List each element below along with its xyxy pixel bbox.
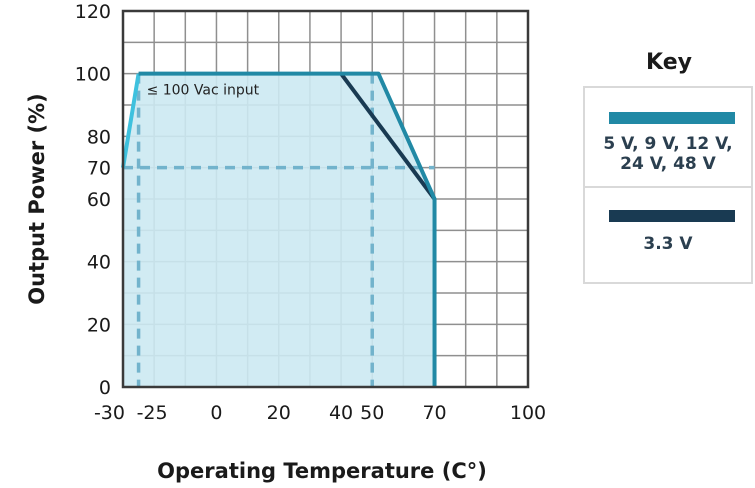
legend-label-main: 5 V, 9 V, 12 V, 24 V, 48 V: [603, 134, 733, 174]
key-title: Key: [646, 50, 692, 75]
series-line-main: [138, 71, 437, 387]
series-line-3v3: [339, 72, 437, 201]
y-tick-label: 0: [99, 377, 111, 399]
x-axis-title: Operating Temperature (C°): [157, 459, 487, 483]
legend-swatch-main: [609, 112, 735, 124]
x-tick-label: -25: [137, 402, 168, 424]
plot-frame: [121, 9, 530, 389]
reference-lines: [123, 73, 435, 387]
y-tick-label: 60: [87, 189, 111, 211]
legend-divider: [585, 186, 751, 188]
operating-area-fill: [123, 73, 435, 388]
x-tick-label: 50: [360, 402, 384, 424]
x-tick-label: 40: [329, 402, 353, 424]
y-tick-label: 120: [75, 1, 111, 23]
x-tick-label: 100: [510, 402, 546, 424]
legend: 5 V, 9 V, 12 V, 24 V, 48 V 3.3 V: [583, 86, 753, 284]
plot-border: [121, 9, 530, 389]
x-tick-label: 70: [422, 402, 446, 424]
y-tick-label: 20: [87, 314, 111, 336]
operating-area: [123, 73, 435, 388]
y-tick-label: 80: [87, 126, 111, 148]
y-axis-title: Output Power (%): [25, 93, 49, 305]
series-line-100vac: [121, 73, 141, 168]
y-tick-label: 40: [87, 252, 111, 274]
x-tick-label: 20: [267, 402, 291, 424]
annotation-100vac: ≤ 100 Vac input: [147, 82, 260, 98]
x-tick-labels: -30 -25 0 20 40 50 70 100: [94, 402, 546, 424]
legend-swatch-3v3: [609, 210, 735, 222]
x-tick-label: -30: [94, 402, 125, 424]
y-tick-label: 70: [87, 158, 111, 180]
y-tick-labels: 0 20 40 60 70 80 100 120: [75, 1, 111, 399]
legend-label-3v3: 3.3 V: [643, 234, 693, 254]
series-lines: [121, 71, 437, 387]
x-tick-label: 0: [210, 402, 222, 424]
y-tick-label: 100: [75, 64, 111, 86]
